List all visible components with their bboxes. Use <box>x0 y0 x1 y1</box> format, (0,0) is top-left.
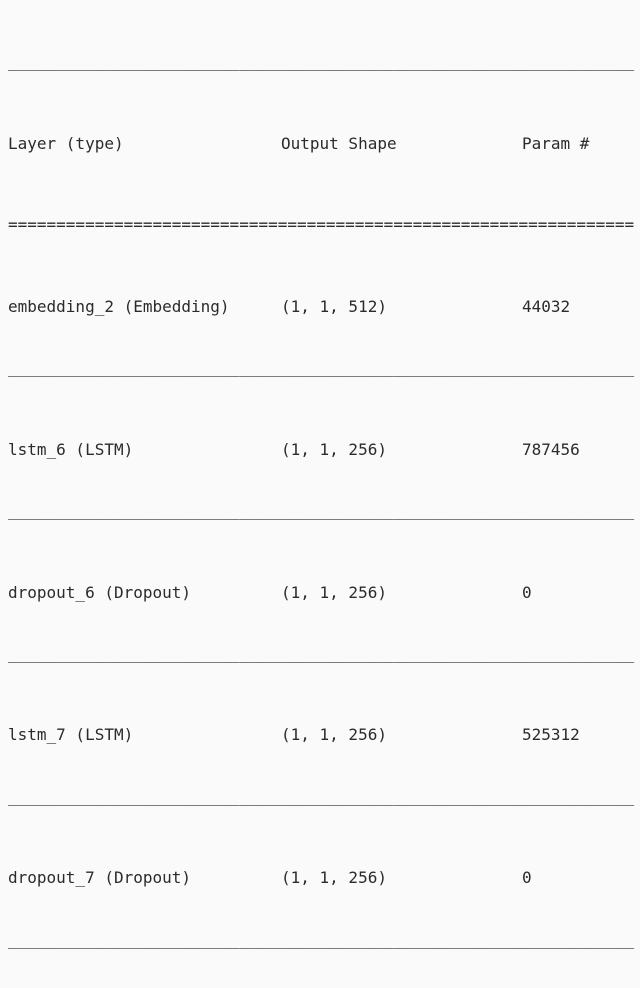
header-layer-type: Layer (type) <box>8 133 124 153</box>
param-count: 525312 <box>522 725 580 745</box>
param-count: 0 <box>522 582 532 602</box>
layer-name: dropout_7 (Dropout) <box>8 868 192 888</box>
separator-line: ________________________________________… <box>8 929 635 949</box>
header-param-count: Param # <box>522 133 590 153</box>
output-shape: (1, 1, 256) <box>281 582 387 602</box>
layer-name: lstm_7 (LSTM) <box>8 725 134 745</box>
table-row: embedding_2 (Embedding) (1, 1, 512) 4403… <box>8 297 640 317</box>
table-row: lstm_6 (LSTM) (1, 1, 256) 787456 <box>8 440 640 460</box>
layer-name: embedding_2 (Embedding) <box>8 297 230 317</box>
param-count: 0 <box>522 868 532 888</box>
output-shape: (1, 1, 256) <box>281 439 387 459</box>
model-summary-console: ________________________________________… <box>8 0 640 988</box>
separator-line-top: ________________________________________… <box>8 52 635 72</box>
output-shape: (1, 1, 512) <box>281 297 387 317</box>
table-row: dropout_7 (Dropout) (1, 1, 256) 0 <box>8 868 640 888</box>
param-count: 44032 <box>522 297 571 317</box>
separator-line: ________________________________________… <box>8 358 635 378</box>
output-shape: (1, 1, 256) <box>281 868 387 888</box>
table-header-row: Layer (type) Output Shape Param # <box>8 134 640 154</box>
table-row: dropout_6 (Dropout) (1, 1, 256) 0 <box>8 583 640 603</box>
layer-name: lstm_6 (LSTM) <box>8 439 134 459</box>
param-count: 787456 <box>522 439 580 459</box>
output-shape: (1, 1, 256) <box>281 725 387 745</box>
separator-line: ________________________________________… <box>8 501 635 521</box>
separator-line: ________________________________________… <box>8 786 635 806</box>
separator-line: ________________________________________… <box>8 643 635 663</box>
table-row: lstm_7 (LSTM) (1, 1, 256) 525312 <box>8 725 640 745</box>
layer-name: dropout_6 (Dropout) <box>8 582 192 602</box>
separator-line-double: ========================================… <box>8 215 635 235</box>
header-output-shape: Output Shape <box>281 133 397 153</box>
